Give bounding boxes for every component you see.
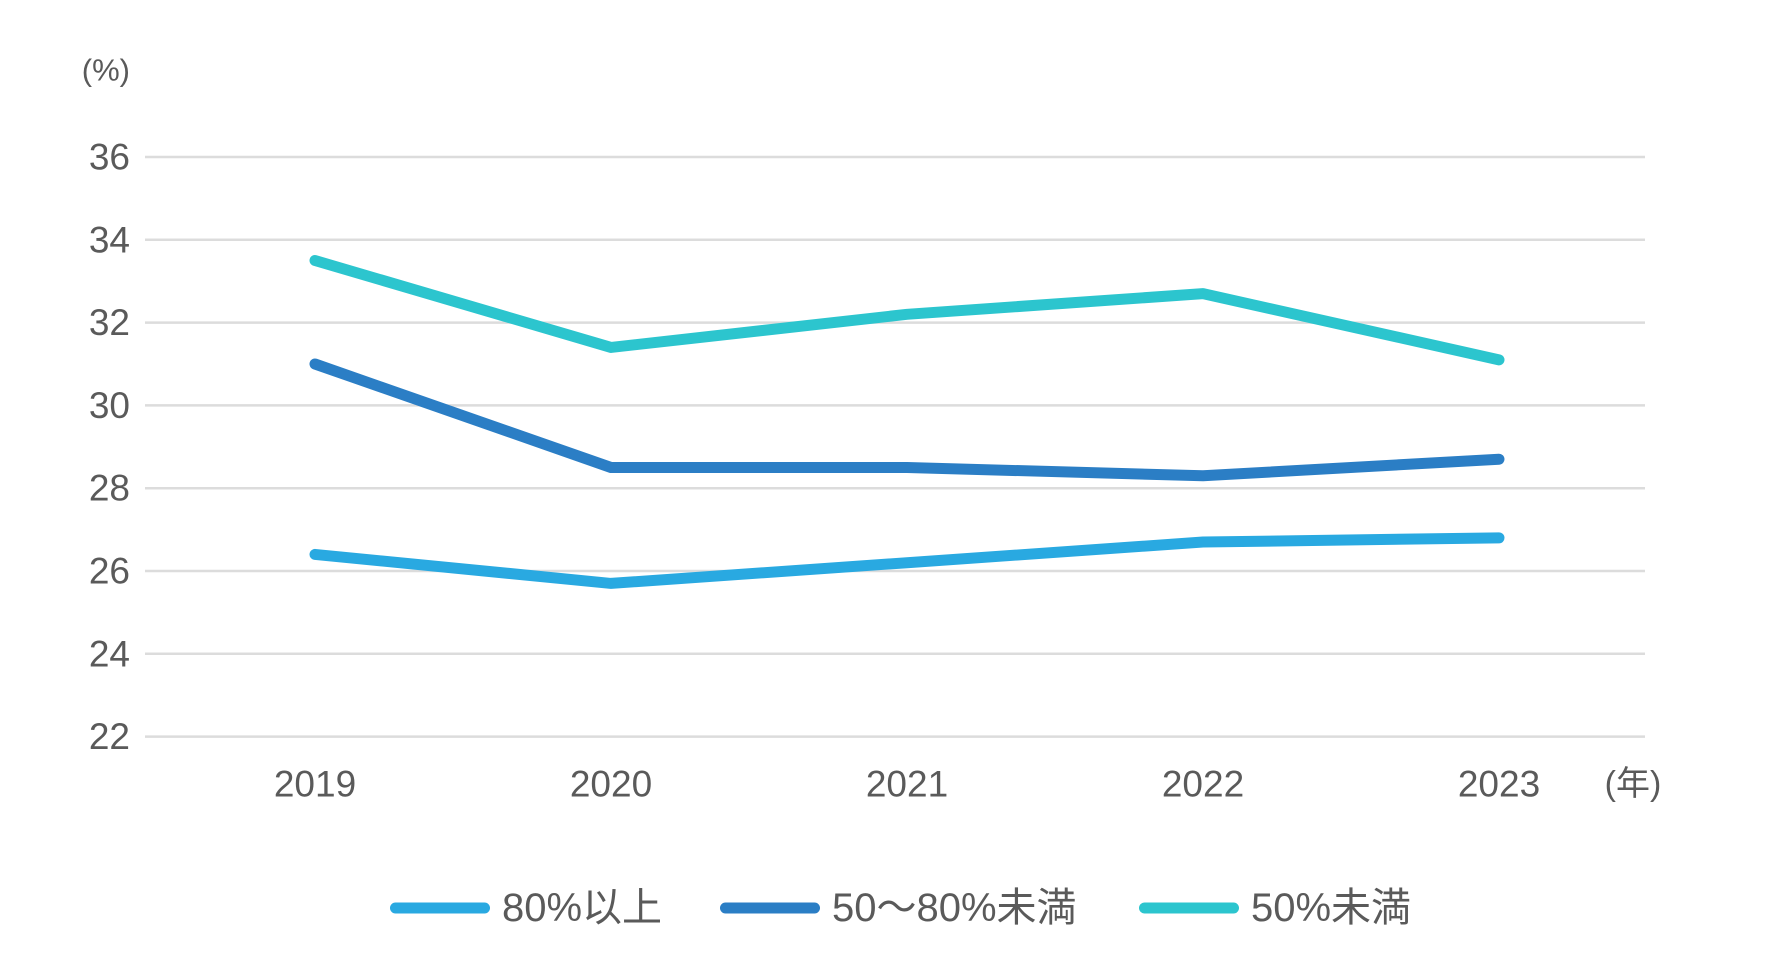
y-axis-tick-labels: 36 34 32 30 28 26 24 22 xyxy=(89,137,130,758)
y-tick-label: 28 xyxy=(89,468,130,509)
legend-swatch-1 xyxy=(720,902,820,914)
x-tick-label: 2020 xyxy=(570,764,652,805)
y-tick-label: 36 xyxy=(89,137,130,178)
x-axis-tick-labels: 2019 2020 2021 2022 2023 xyxy=(274,764,1540,805)
legend-label-2: 50%未満 xyxy=(1251,886,1411,930)
legend-label-0: 80%以上 xyxy=(502,886,662,930)
legend-swatch-2 xyxy=(1139,902,1239,914)
legend-swatch-0 xyxy=(390,902,490,914)
x-tick-label: 2021 xyxy=(866,764,948,805)
y-tick-label: 26 xyxy=(89,551,130,592)
x-tick-label: 2019 xyxy=(274,764,356,805)
legend-label-1: 50〜80%未満 xyxy=(832,886,1077,930)
chart-legend: 80%以上 50〜80%未満 50%未満 xyxy=(390,886,1411,930)
gridlines-group xyxy=(145,155,1645,738)
series-lines-group xyxy=(309,255,1505,589)
x-tick-label: 2022 xyxy=(1162,764,1244,805)
y-tick-label: 32 xyxy=(89,302,130,343)
x-axis-unit-label: (年) xyxy=(1605,765,1662,803)
x-tick-label: 2023 xyxy=(1458,764,1540,805)
y-tick-label: 34 xyxy=(89,219,130,260)
y-tick-label: 22 xyxy=(89,716,130,757)
series-line-0 xyxy=(309,532,1505,589)
y-tick-label: 30 xyxy=(89,385,130,426)
y-tick-label: 24 xyxy=(89,633,130,674)
series-line-2 xyxy=(309,255,1505,366)
y-axis-unit-label: (%) xyxy=(82,53,130,88)
series-line-1 xyxy=(309,358,1505,482)
